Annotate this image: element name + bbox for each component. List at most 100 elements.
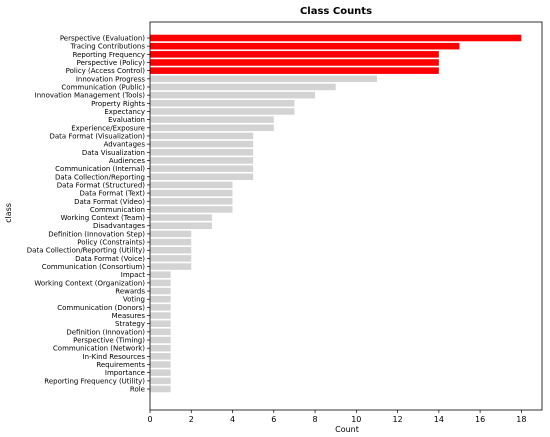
bar (150, 67, 439, 74)
bar (150, 116, 274, 123)
chart-title: Class Counts (300, 6, 372, 17)
bar (150, 165, 254, 172)
category-label: Innovation Progress (76, 75, 146, 83)
bar (150, 295, 171, 303)
category-label: Advantages (104, 141, 146, 149)
bar (150, 59, 439, 66)
bar (150, 328, 171, 336)
bar (150, 320, 171, 327)
category-label: Data Collection/Reporting (55, 173, 145, 181)
category-label: Reporting Frequency (73, 51, 145, 59)
category-label: Data Format (Video) (74, 198, 145, 206)
x-axis-label: Count (335, 425, 359, 434)
category-label: Perspective (Evaluation) (60, 35, 145, 43)
category-label: Innovation Management (Tools) (35, 92, 146, 100)
category-label: Communication (Network) (53, 345, 145, 353)
x-tick-label: 6 (271, 415, 276, 424)
category-label: Reporting Frequency (Utility) (44, 377, 145, 385)
bar (150, 91, 316, 99)
category-label: Impact (121, 271, 145, 279)
bar (150, 42, 460, 50)
bar (150, 100, 295, 107)
bar (150, 132, 254, 140)
bar (150, 353, 171, 360)
category-label: Voting (123, 296, 145, 304)
category-label: Perspective (Timing) (73, 337, 145, 345)
bar (150, 51, 439, 58)
bar (150, 83, 336, 91)
x-tick-label: 0 (147, 415, 152, 424)
category-label: Expectancy (104, 108, 145, 116)
bar (150, 206, 233, 213)
bar (150, 287, 171, 295)
category-label: Working Context (Team) (61, 214, 146, 222)
x-axis: 0 2 4 6 8 10 12 14 16 18 (147, 410, 526, 424)
plot-frame (149, 21, 543, 411)
category-label: Working Context (Organization) (34, 279, 145, 287)
category-label: Definition (Innovation Step) (48, 230, 145, 238)
bar (150, 255, 192, 262)
bar (150, 197, 233, 205)
bar (150, 312, 171, 319)
bar (150, 214, 212, 221)
bar (150, 222, 212, 230)
bar (150, 140, 254, 148)
category-label: Evaluation (108, 116, 145, 124)
bar (150, 304, 171, 311)
bar (150, 344, 171, 352)
bar (150, 34, 522, 42)
bar (150, 108, 295, 115)
bar (150, 230, 192, 238)
category-label: Data Format (Text) (80, 190, 146, 198)
x-tick-label: 8 (313, 415, 318, 424)
bar (150, 271, 171, 278)
bar (150, 385, 171, 393)
category-label: Role (130, 386, 145, 394)
category-label: Communication (Consortium) (42, 263, 145, 271)
y-axis-label: class (4, 203, 13, 223)
category-label: Measures (112, 312, 146, 320)
x-tick-label: 4 (230, 415, 235, 424)
bar (150, 279, 171, 287)
bar (150, 157, 254, 164)
category-label: Importance (105, 369, 145, 377)
category-label: Communication (Internal) (55, 165, 145, 173)
category-label: Data Format (Visualization) (49, 132, 145, 140)
category-label: Rewards (115, 288, 145, 296)
category-labels: Perspective (Evaluation)Tracing Contribu… (27, 35, 150, 394)
category-label: Definition (Innovation) (66, 328, 145, 336)
category-label: Audiences (109, 157, 146, 165)
x-tick-label: 14 (434, 415, 444, 424)
category-label: Disadvantages (93, 222, 145, 230)
category-label: In-Kind Resources (83, 353, 146, 361)
category-label: Policy (Constraints) (77, 239, 145, 247)
bar (150, 75, 377, 83)
bar (150, 181, 233, 189)
bar (150, 149, 254, 156)
bar (150, 361, 171, 368)
bar (150, 369, 171, 376)
category-label: Strategy (115, 320, 145, 328)
category-label: Communication (Donors) (57, 304, 145, 312)
x-tick-label: 12 (392, 415, 402, 424)
x-tick-label: 18 (516, 415, 526, 424)
category-label: Policy (Access Control) (66, 67, 146, 75)
bars-group (150, 34, 522, 393)
bar (150, 173, 254, 181)
x-tick-label: 10 (351, 415, 361, 424)
bar (150, 377, 171, 385)
category-label: Property Rights (91, 100, 145, 108)
category-label: Data Collection/Reporting (Utility) (27, 247, 145, 255)
category-label: Communication (Public) (61, 83, 145, 91)
category-label: Requirements (96, 361, 145, 369)
category-label: Perspective (Policy) (77, 59, 146, 67)
bar (150, 246, 192, 254)
x-tick-label: 2 (189, 415, 194, 424)
category-label: Data Visualization (82, 149, 145, 157)
x-tick-label: 16 (475, 415, 485, 424)
category-label: Data Format (Voice) (75, 255, 145, 263)
category-label: Experience/Exposure (71, 124, 145, 132)
category-label: Tracing Contributions (70, 43, 146, 51)
bar (150, 189, 233, 197)
